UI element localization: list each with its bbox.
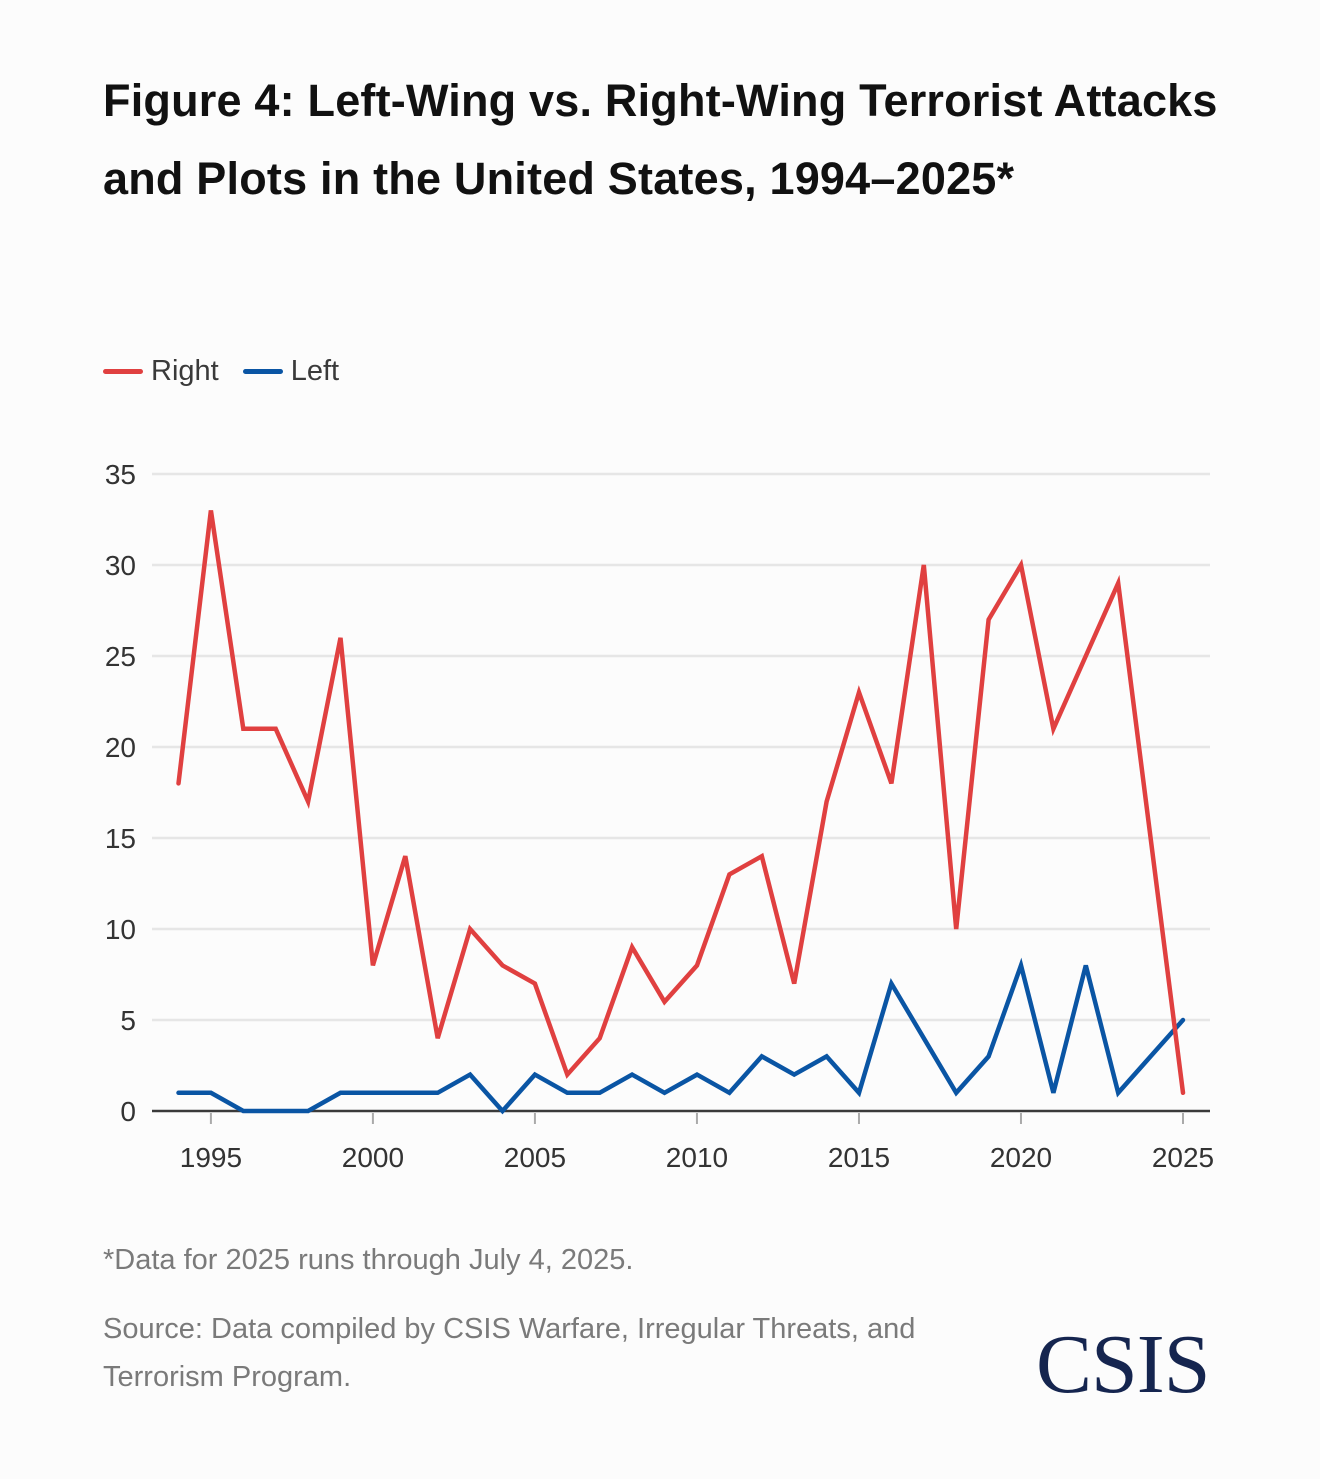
x-tick-label: 2025 xyxy=(1152,1142,1214,1173)
x-tick-label: 2020 xyxy=(990,1142,1052,1173)
y-tick-label: 5 xyxy=(120,1005,136,1036)
chart-title: Figure 4: Left-Wing vs. Right-Wing Terro… xyxy=(103,75,1218,204)
legend-swatch-right xyxy=(103,369,143,374)
gridlines xyxy=(152,472,1210,1022)
series-line-left xyxy=(176,957,1186,1115)
source-note: Source: Data compiled by CSIS Warfare, I… xyxy=(103,1313,916,1393)
y-tick-label: 20 xyxy=(105,732,136,763)
x-tick-label: 2015 xyxy=(828,1142,890,1173)
y-tick-label: 15 xyxy=(105,823,136,854)
csis-logo: CSIS xyxy=(1036,1318,1210,1411)
series-line-right xyxy=(176,510,1186,1096)
series-lines xyxy=(176,510,1186,1115)
legend-label-right: Right xyxy=(151,355,219,387)
legend-item-left: Left xyxy=(242,355,340,388)
y-tick-label: 35 xyxy=(105,459,136,490)
legend: Right Left xyxy=(103,355,363,388)
x-tick-label: 2005 xyxy=(504,1142,566,1173)
y-axis-ticks: 0 5 10 15 20 25 30 35 xyxy=(105,459,136,1127)
y-tick-label: 25 xyxy=(105,641,136,672)
y-tick-label: 10 xyxy=(105,914,136,945)
footnote: *Data for 2025 runs through July 4, 2025… xyxy=(103,1244,634,1276)
y-tick-label: 30 xyxy=(105,550,136,581)
x-tick-label: 1995 xyxy=(180,1142,242,1173)
legend-label-left: Left xyxy=(290,355,340,387)
y-tick-label: 0 xyxy=(120,1096,136,1127)
legend-item-right: Right xyxy=(103,355,219,388)
x-tick-label: 2000 xyxy=(342,1142,404,1173)
legend-swatch-left xyxy=(242,369,283,374)
x-tick-label: 2010 xyxy=(666,1142,728,1173)
x-axis-ticks: 1995 2000 2005 2010 2015 2020 2025 xyxy=(180,1113,1214,1173)
